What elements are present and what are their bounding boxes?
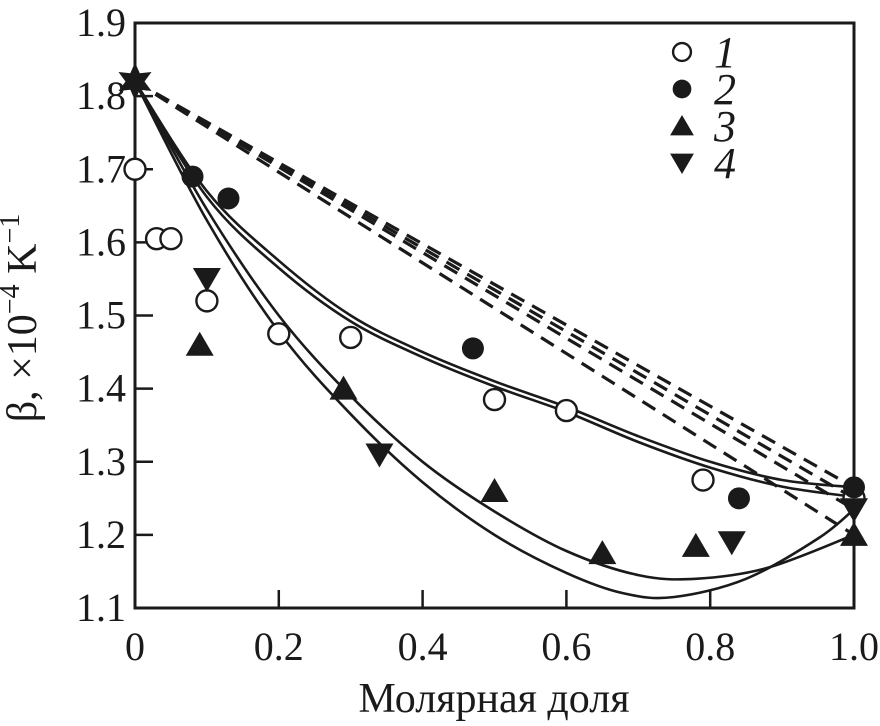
data-point-series-2 bbox=[181, 165, 204, 188]
legend-marker-triangle-down-filled bbox=[670, 153, 694, 175]
legend-marker-circle-filled bbox=[672, 79, 692, 99]
x-tick-label: 0.8 bbox=[685, 624, 735, 669]
x-tick-label: 0.2 bbox=[254, 624, 304, 669]
x-tick-label: 0.6 bbox=[541, 624, 591, 669]
y-tick-label: 1.3 bbox=[76, 439, 126, 484]
data-point-series-4 bbox=[192, 267, 221, 292]
y-tick-label: 1.7 bbox=[76, 146, 126, 191]
legend-item: 4 bbox=[670, 139, 736, 188]
legend-item: 3 bbox=[670, 102, 736, 151]
data-point-series-4 bbox=[717, 531, 746, 556]
tick-labels-layer: 1.1 1.2 1.3 1.4 1.5 1.6 1.7 1.8 1.9 0 0.2 0.4 0.6 0.8… bbox=[76, 0, 879, 669]
legend-label: 1 bbox=[714, 28, 736, 77]
axes-frame-layer bbox=[133, 21, 856, 610]
data-point-series-3 bbox=[840, 521, 868, 546]
legend-item: 1 bbox=[671, 28, 736, 77]
data-point-series-1 bbox=[691, 468, 715, 492]
data-point-series-2 bbox=[217, 187, 240, 210]
x-tick-label: 1.0 bbox=[829, 624, 879, 669]
ideal-mixing-dashed-line bbox=[134, 80, 855, 500]
legend-label: 3 bbox=[713, 102, 736, 151]
legend-marker-circle-open bbox=[671, 41, 693, 63]
common-point-star-marker bbox=[118, 62, 152, 101]
y-tick-label: 1.6 bbox=[76, 219, 126, 264]
ideal-mixing-dashed-line bbox=[134, 80, 855, 537]
y-tick-label: 1.4 bbox=[76, 366, 126, 411]
x-tick-label: 0.4 bbox=[398, 624, 448, 669]
ideal-mixing-dashed-line bbox=[134, 80, 855, 489]
data-point-series-3 bbox=[329, 375, 358, 400]
data-point-series-3 bbox=[681, 532, 710, 557]
ideal-mixing-lines-layer bbox=[134, 80, 855, 537]
fit-curve-series-2 bbox=[133, 80, 855, 489]
legend-label: 4 bbox=[714, 139, 736, 188]
y-tick-label: 1.5 bbox=[76, 293, 126, 338]
y-tick-label: 1.8 bbox=[76, 73, 126, 118]
data-point-series-1 bbox=[123, 157, 147, 181]
data-point-series-4 bbox=[840, 498, 868, 523]
data-point-series-3 bbox=[588, 540, 617, 565]
data-point-series-3 bbox=[480, 478, 509, 502]
data-point-series-1 bbox=[159, 227, 183, 251]
y-tick-label: 1.1 bbox=[76, 585, 126, 630]
data-point-series-1 bbox=[267, 322, 291, 346]
legend-marker-triangle-up-filled bbox=[670, 114, 694, 136]
data-point-series-2 bbox=[843, 476, 865, 499]
y-axis-title: β, ×10−4 K−1 bbox=[0, 214, 46, 423]
fit-curve-series-3 bbox=[133, 80, 855, 581]
data-point-series-2 bbox=[461, 337, 484, 360]
legend-label: 2 bbox=[714, 65, 736, 114]
legend-item: 2 bbox=[672, 65, 736, 114]
data-point-series-1 bbox=[554, 398, 579, 423]
plot-frame bbox=[133, 21, 856, 610]
data-point-series-3 bbox=[185, 331, 214, 356]
fit-curve-series-4 bbox=[133, 80, 855, 600]
x-tick-label: 0 bbox=[125, 624, 145, 669]
y-tick-label: 1.9 bbox=[76, 0, 126, 45]
data-point-series-4 bbox=[365, 443, 394, 468]
fit-curves-layer bbox=[133, 80, 855, 600]
x-axis-title: Молярная доля bbox=[358, 676, 629, 722]
data-point-series-1 bbox=[482, 387, 507, 412]
data-point-series-1 bbox=[195, 289, 219, 313]
y-tick-label: 1.2 bbox=[76, 512, 126, 557]
data-point-series-1 bbox=[339, 325, 363, 350]
data-points-layer bbox=[118, 62, 868, 565]
data-point-series-2 bbox=[727, 487, 750, 510]
fit-curve-series-1 bbox=[133, 80, 855, 499]
ideal-mixing-dashed-line bbox=[134, 80, 855, 511]
